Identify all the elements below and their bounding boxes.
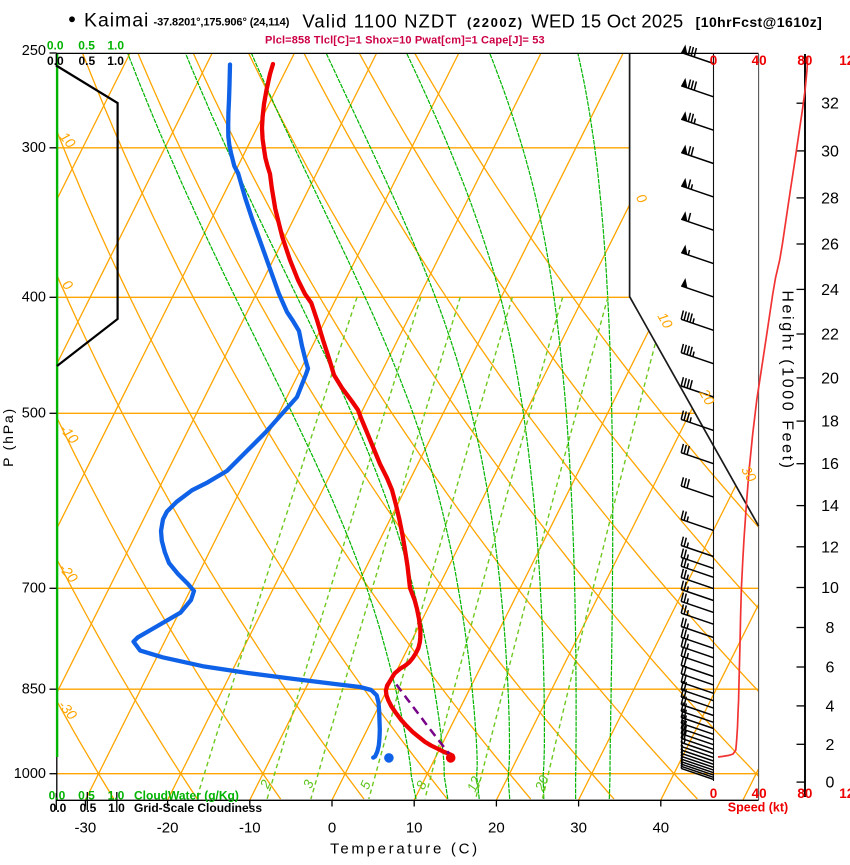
svg-text:-37.8201°,175.906° (24,114): -37.8201°,175.906° (24,114) <box>154 17 290 29</box>
svg-text:20: 20 <box>821 370 839 387</box>
svg-text:1000: 1000 <box>14 766 46 782</box>
svg-text:500: 500 <box>22 406 46 422</box>
svg-text:[10hrFcst@1610z]: [10hrFcst@1610z] <box>696 14 823 30</box>
svg-text:850: 850 <box>22 682 46 698</box>
svg-text:30: 30 <box>821 143 839 160</box>
svg-text:0.5: 0.5 <box>80 801 97 815</box>
svg-text:12: 12 <box>464 774 484 794</box>
svg-text:700: 700 <box>22 581 46 597</box>
svg-text:30: 30 <box>570 820 587 837</box>
svg-text:18: 18 <box>821 414 839 431</box>
svg-text:120: 120 <box>839 53 850 68</box>
svg-text:32: 32 <box>821 96 839 113</box>
svg-text:300: 300 <box>22 140 46 156</box>
svg-text:1.0: 1.0 <box>107 38 124 52</box>
svg-text:40: 40 <box>752 786 767 801</box>
svg-text:22: 22 <box>821 327 839 344</box>
svg-text:-30: -30 <box>75 820 97 837</box>
svg-text:Temperature (C): Temperature (C) <box>330 841 480 858</box>
svg-text:P (hPa): P (hPa) <box>0 407 16 467</box>
svg-text:0.0: 0.0 <box>50 801 67 815</box>
svg-text:0: 0 <box>328 820 336 837</box>
svg-text:8: 8 <box>826 620 835 637</box>
svg-text:Plcl=858 Tlcl[C]=1 Shox=10 Pwa: Plcl=858 Tlcl[C]=1 Shox=10 Pwat[cm]=1 Ca… <box>265 35 545 47</box>
svg-text:40: 40 <box>652 820 669 837</box>
svg-text:10: 10 <box>655 310 677 332</box>
svg-text:14: 14 <box>821 498 839 515</box>
svg-text:20: 20 <box>532 773 552 794</box>
svg-text:Valid 1100 NZDT: Valid 1100 NZDT <box>302 11 457 32</box>
svg-text:0.5: 0.5 <box>78 54 95 68</box>
svg-text:24: 24 <box>821 282 839 299</box>
svg-text:0.0: 0.0 <box>49 789 66 803</box>
svg-text:30: 30 <box>738 463 760 485</box>
svg-text:0: 0 <box>710 53 718 68</box>
svg-text:0: 0 <box>710 786 718 801</box>
svg-text:1.0: 1.0 <box>107 54 124 68</box>
svg-text:0.0: 0.0 <box>47 54 64 68</box>
svg-text:-20: -20 <box>157 820 179 837</box>
svg-text:-10: -10 <box>239 820 261 837</box>
svg-text:6: 6 <box>826 660 835 677</box>
svg-text:10: 10 <box>406 820 423 837</box>
svg-text:Grid-Scale Cloudiness: Grid-Scale Cloudiness <box>134 801 262 815</box>
svg-text:Height (1000 Feet): Height (1000 Feet) <box>779 290 796 470</box>
svg-text:10: 10 <box>821 580 839 597</box>
svg-text:1.0: 1.0 <box>108 801 125 815</box>
svg-text:40: 40 <box>752 53 767 68</box>
svg-text:28: 28 <box>821 190 839 207</box>
svg-text:4: 4 <box>826 698 835 715</box>
svg-text:0.5: 0.5 <box>78 38 95 52</box>
svg-text:12: 12 <box>821 539 839 556</box>
svg-text:250: 250 <box>22 43 46 59</box>
svg-text:WED 15 Oct 2025: WED 15 Oct 2025 <box>531 11 683 32</box>
svg-text:120: 120 <box>839 786 850 801</box>
svg-text:1.0: 1.0 <box>108 789 125 803</box>
svg-text:20: 20 <box>488 820 505 837</box>
svg-text:400: 400 <box>22 290 46 306</box>
svg-text:(2200Z): (2200Z) <box>467 15 524 30</box>
svg-text:80: 80 <box>797 786 812 801</box>
svg-text:20: 20 <box>696 385 718 408</box>
svg-text:2: 2 <box>826 737 835 754</box>
svg-text:80: 80 <box>797 53 812 68</box>
svg-text:16: 16 <box>821 456 839 473</box>
svg-text:0.0: 0.0 <box>47 38 64 52</box>
svg-text:Kaimai: Kaimai <box>84 9 149 31</box>
svg-text:0: 0 <box>826 775 835 792</box>
svg-text:Speed (kt): Speed (kt) <box>728 801 788 815</box>
svg-text:26: 26 <box>821 237 839 254</box>
svg-text:0.5: 0.5 <box>78 789 95 803</box>
svg-text:CloudWater (g/Kg): CloudWater (g/Kg) <box>134 789 239 803</box>
